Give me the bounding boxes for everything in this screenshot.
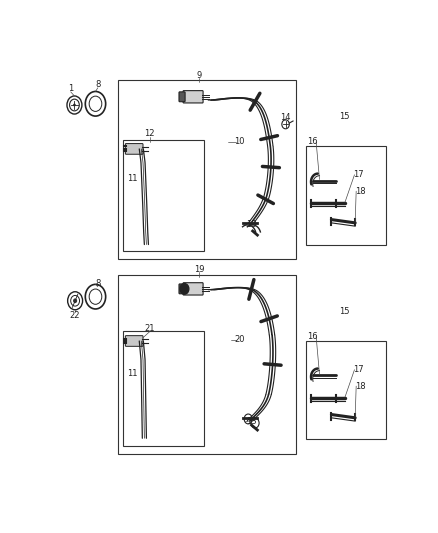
- Bar: [117, 80, 296, 259]
- Bar: [306, 146, 386, 245]
- Text: 1: 1: [68, 84, 73, 93]
- FancyBboxPatch shape: [183, 91, 203, 103]
- Text: 15: 15: [339, 306, 350, 316]
- Text: 13: 13: [246, 416, 257, 425]
- Text: 12: 12: [145, 129, 155, 138]
- Text: 18: 18: [355, 187, 366, 196]
- Text: 11: 11: [127, 174, 138, 183]
- Text: 21: 21: [145, 324, 155, 333]
- Bar: [117, 276, 296, 454]
- FancyBboxPatch shape: [179, 92, 185, 102]
- Text: 14: 14: [279, 113, 290, 122]
- Text: 8: 8: [95, 279, 101, 288]
- Text: 17: 17: [353, 170, 364, 179]
- Bar: [306, 341, 386, 440]
- Text: 8: 8: [95, 80, 101, 89]
- Text: 10: 10: [234, 138, 245, 147]
- FancyBboxPatch shape: [183, 282, 203, 295]
- Bar: [123, 140, 204, 251]
- FancyBboxPatch shape: [125, 143, 143, 154]
- Text: 11: 11: [127, 369, 138, 378]
- Text: 16: 16: [307, 332, 318, 341]
- FancyBboxPatch shape: [125, 336, 143, 346]
- Text: 13: 13: [246, 220, 257, 229]
- Text: 9: 9: [196, 70, 201, 79]
- Text: 22: 22: [70, 311, 80, 320]
- Text: 16: 16: [307, 138, 318, 147]
- Circle shape: [180, 284, 189, 294]
- Circle shape: [74, 104, 75, 106]
- Text: 17: 17: [353, 365, 364, 374]
- Text: 20: 20: [234, 335, 245, 344]
- Text: 18: 18: [355, 382, 366, 391]
- Bar: [123, 330, 204, 446]
- Circle shape: [74, 299, 77, 302]
- FancyBboxPatch shape: [179, 284, 185, 294]
- Text: 15: 15: [339, 111, 350, 120]
- Text: 19: 19: [194, 265, 204, 273]
